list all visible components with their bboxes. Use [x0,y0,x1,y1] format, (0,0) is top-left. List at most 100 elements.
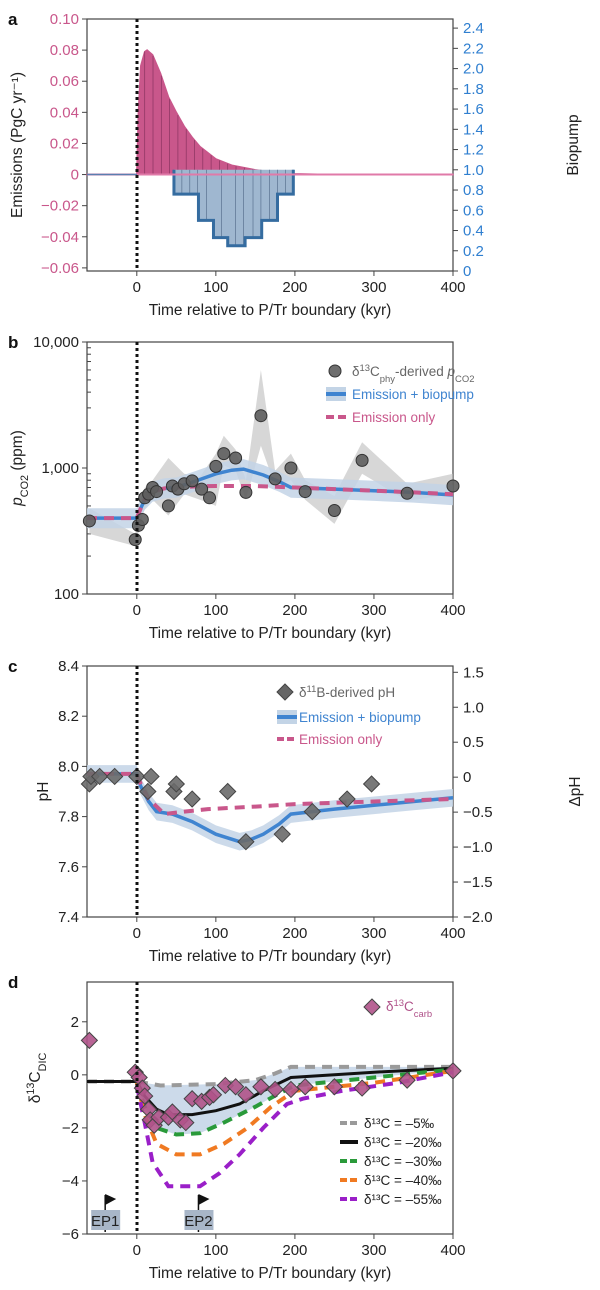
y-axis-label-part: 13 [25,1083,37,1095]
data-point [400,486,414,500]
y-tick-label: 0.10 [50,11,79,28]
y-right-tick-label: −1.5 [463,874,493,891]
x-tick-label: 100 [203,602,228,619]
data-point [177,1113,195,1132]
x-tick-label: 300 [361,279,386,296]
data-point [353,1079,371,1097]
legend-label-carb-part: 13 [394,998,405,1009]
x-tick-label: 300 [361,925,386,942]
data-point [82,514,96,528]
y-axis-label-part: δ [27,1095,44,1104]
y-tick-label: 1,000 [41,460,79,477]
legend-label-emission-only: Emission only [299,732,383,747]
x-tick-label: 400 [440,1242,465,1259]
y-right-axis-label: Biopump [565,114,582,175]
data-point [237,832,255,851]
panel-letter: c [8,657,17,676]
x-axis-label: Time relative to P/Tr boundary (kyr) [149,1265,392,1282]
legend-label-carb-part: carb [414,1009,432,1020]
flag-label-box [91,1210,121,1230]
legend-label: δ¹³C = –30‰ [364,1154,442,1169]
x-axis-label: Time relative to P/Tr boundary (kyr) [149,948,392,965]
x-tick-label: 200 [282,925,307,942]
data-point [282,1080,300,1099]
y-axis-label: pH [35,782,52,802]
data-point [209,459,223,473]
data-point [90,767,109,786]
data-point [167,775,186,793]
x-tick-label: 0 [133,602,141,619]
legend-label-data-part: p [447,364,456,379]
x-tick-label: 0 [133,1242,141,1259]
data-point [217,447,231,461]
y-tick-label: 0.06 [50,73,79,90]
panel-a: a 0 100 200 300 400 Time relative to P/Tr boun… [8,10,582,319]
series-line [134,1067,454,1137]
y-right-tick-label: 0.6 [463,202,484,219]
data-uncertainty-band [89,370,454,547]
legend-diamond-marker [363,998,381,1016]
y-axis-label-part: (ppm) [9,430,26,475]
x-tick-label: 100 [203,925,228,942]
y-axis-label-part: CO2 [19,475,31,497]
legend-label-carb-part: C [404,999,414,1014]
data-point [229,451,243,465]
y-right-axis-label: ΔpH [567,776,584,806]
legend-label-data-part: phy [380,374,395,385]
y-right-tick-label: 0.5 [463,734,484,751]
legend-label-model: Emission + biopump [299,710,421,725]
y-right-tick-label: 1.4 [463,121,484,138]
y-axis-label-part: DIC [37,1053,49,1072]
y-right-tick-label: 1.2 [463,142,484,159]
y-right-tick-label: 2.0 [463,61,484,78]
x-tick-label: 400 [440,279,465,296]
data-point [266,1080,284,1099]
data-point [183,790,201,808]
y-tick-label: 7.4 [58,909,79,926]
y-right-tick-label: 0 [463,769,471,786]
data-point [185,474,199,488]
flag-icon [198,1194,210,1205]
legend-label-data-part: δ [352,364,360,379]
flag-label: EP1 [91,1213,119,1230]
data-point [338,790,356,808]
y-right-tick-label: 1.6 [463,101,484,118]
data-point [284,461,298,475]
data-point [161,499,175,513]
y-tick-label: 8.2 [58,708,79,725]
legend-label-data-part: C [370,364,380,379]
data-point [80,1031,99,1050]
data-point [219,782,237,801]
data-point [252,1078,270,1096]
flag-label-box [184,1210,214,1230]
y-right-tick-label: −0.5 [463,804,493,821]
data-point [204,1086,223,1104]
legend-label-data-part: 13 [360,363,371,374]
y-right-tick-label: 0 [463,263,471,280]
panel-letter: d [8,973,18,992]
x-tick-label: 200 [282,279,307,296]
data-point [216,1076,235,1095]
legend-label-model: Emission + biopump [352,387,474,402]
series-line [134,1070,454,1189]
data-point [226,1078,245,1096]
plot-frame [86,18,454,272]
legend-label-model-part: Emission + biopump [352,387,474,402]
data-point [239,485,253,499]
legend-label-carb-part: δ [386,999,394,1014]
x-tick-label: 300 [361,1242,386,1259]
y-tick-label: 100 [54,586,79,603]
legend-label: δ¹³C = –55‰ [364,1192,442,1207]
plot-frame [86,981,454,1235]
biopump-step-line [172,169,295,248]
y-right-tick-label: 1.8 [463,81,484,98]
panel-letter: b [8,333,18,352]
x-axis-label: Time relative to P/Tr boundary (kyr) [149,302,392,319]
y-tick-label: 8.0 [58,758,79,775]
x-tick-label: 0 [133,279,141,296]
x-tick-label: 200 [282,602,307,619]
y-tick-label: 0 [71,167,79,184]
y-right-tick-label: 2.4 [463,20,484,37]
y-axis-label-part: C [27,1071,44,1082]
legend-label-data-part: δ [299,685,307,700]
